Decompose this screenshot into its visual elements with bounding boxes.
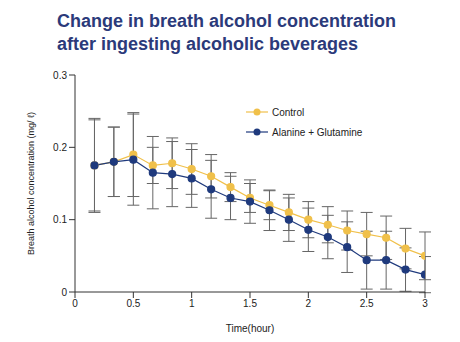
- html-text:Change in breath alcohol conce: Change in breath alcohol concentration a…: [57, 11, 396, 54]
- svg-text:Time(hour): Time(hour): [226, 323, 275, 334]
- html-text:Alanine + Glutamine: Alanine + Glutamine: [272, 126, 363, 138]
- svg-text:3: 3: [422, 298, 428, 309]
- svg-text:0.3: 0.3: [53, 70, 67, 81]
- svg-text:0.1: 0.1: [53, 214, 67, 225]
- svg-text:2.5: 2.5: [360, 298, 374, 309]
- html-text:Control: Control: [272, 106, 305, 118]
- svg-text:1.5: 1.5: [243, 298, 257, 309]
- svg-text:0: 0: [72, 298, 78, 309]
- svg-text:2: 2: [306, 298, 312, 309]
- svg-text:0.2: 0.2: [53, 142, 67, 153]
- svg-text:1: 1: [189, 298, 195, 309]
- svg-text:Breath alcohol concentration (: Breath alcohol concentration (mg/ ℓ): [26, 112, 36, 255]
- svg-text:0.5: 0.5: [126, 298, 140, 309]
- svg-text:0: 0: [61, 287, 67, 298]
